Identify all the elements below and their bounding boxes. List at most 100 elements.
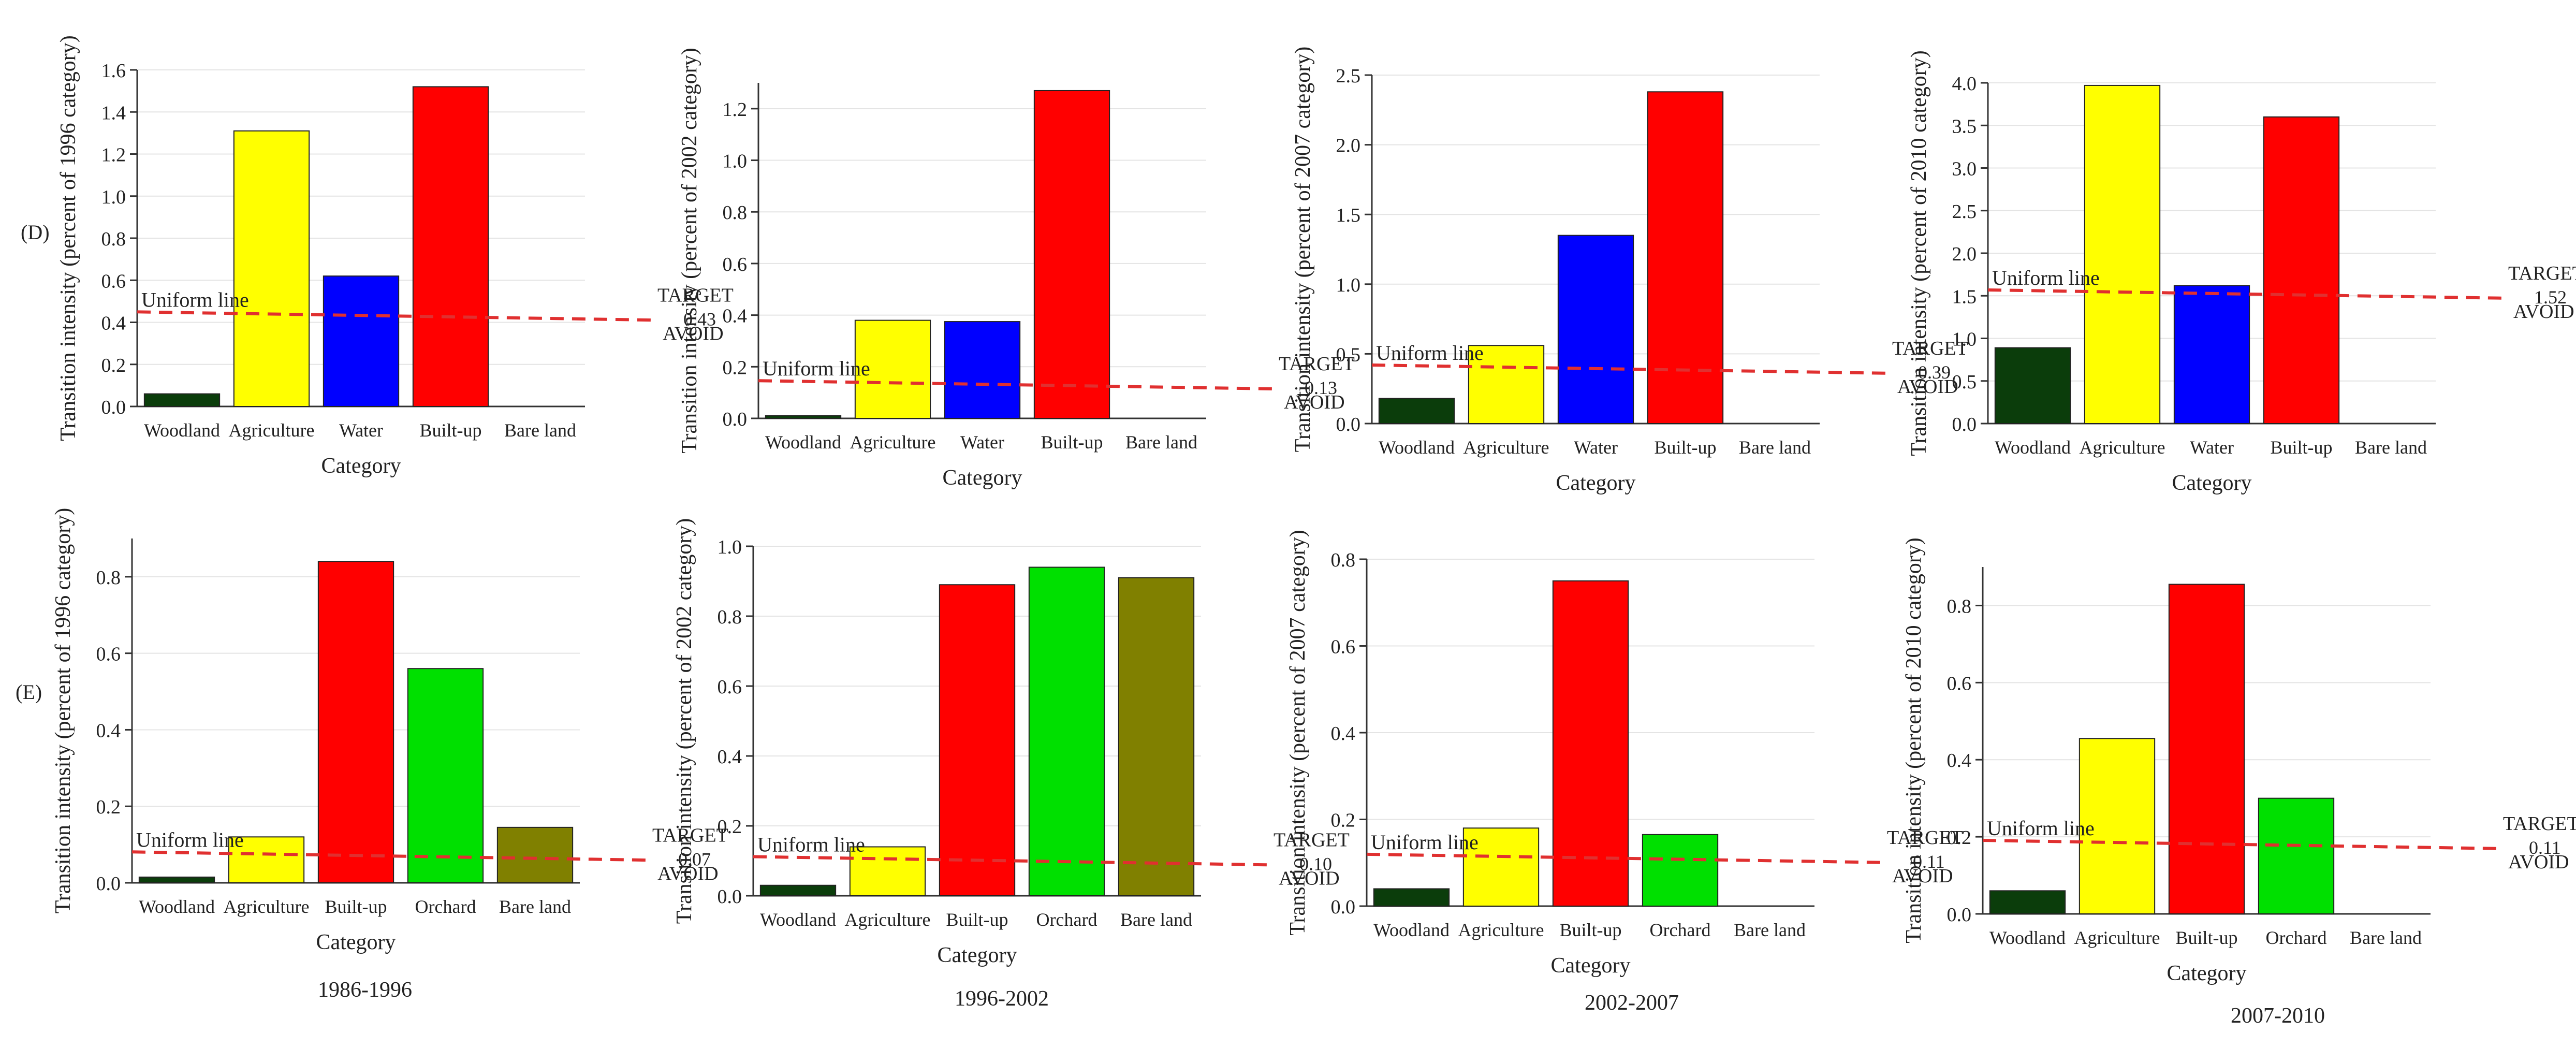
uniform-line-label: Uniform line <box>757 833 865 856</box>
x-axis-title: Category <box>938 943 1017 967</box>
bar-built-up <box>939 584 1016 896</box>
bar-water <box>1557 235 1634 424</box>
x-tick-label: Woodland <box>1373 920 1450 940</box>
y-tick-label: 3.0 <box>1952 158 1977 180</box>
charts-group: 0.0 0.2 0.4 0.6 0.8 1.0 1.2 1.4 1.6 Woodland Agric… <box>51 35 2576 985</box>
target-label: TARGET <box>2503 813 2576 835</box>
x-tick-label: Woodland <box>765 432 841 453</box>
avoid-label: AVOID <box>657 863 719 884</box>
bar-built-up <box>2168 584 2245 914</box>
uniform-value-label: 0.11 <box>1913 851 1945 872</box>
y-tick-label: 0.2 <box>96 796 121 818</box>
x-tick-label: Agriculture <box>845 909 931 930</box>
bar-water <box>944 321 1021 419</box>
period-label-1996-2002: 1996-2002 <box>955 987 1049 1011</box>
bar-woodland <box>1373 888 1450 907</box>
x-tick-label: Built-up <box>419 420 481 441</box>
y-axis-title: Transition intensity (percent of 2002 ca… <box>672 518 696 924</box>
y-tick-label: 0.4 <box>718 746 742 768</box>
x-tick-label: Bare land <box>2355 437 2427 458</box>
x-tick-label: Built-up <box>946 909 1008 930</box>
uniform-value-label: 0.10 <box>1299 854 1332 875</box>
target-label: TARGET <box>1274 829 1350 851</box>
x-tick-label: Agriculture <box>850 432 936 453</box>
x-tick-label: Agriculture <box>229 420 315 441</box>
x-tick-label: Agriculture <box>1458 920 1544 940</box>
uniform-line-label: Uniform line <box>1987 817 2095 840</box>
y-tick-label: 0.2 <box>723 357 748 379</box>
y-tick-label: 0.6 <box>101 270 126 292</box>
uniform-value-label: 0.43 <box>683 309 716 329</box>
y-tick-label: 0.2 <box>718 816 742 838</box>
y-tick-label: 1.5 <box>1952 286 1977 308</box>
chart-panel-2: 0.0 0.2 0.4 0.6 0.8 1.0 1.2 Woodland Agriculture… <box>678 48 1355 490</box>
y-tick-label: 1.0 <box>1952 329 1977 351</box>
y-axis-title: Transition intensity (percent of 1996 ca… <box>56 35 80 441</box>
avoid-label: AVOID <box>1897 376 1958 398</box>
x-tick-label: Bare land <box>2350 927 2422 948</box>
x-tick-label: Orchard <box>1036 909 1097 930</box>
y-tick-label: 0.8 <box>718 606 742 628</box>
y-tick-label: 1.0 <box>723 151 748 172</box>
x-axis-title: Category <box>316 930 396 954</box>
bar-woodland <box>143 393 221 407</box>
x-tick-label: Agriculture <box>2080 437 2165 458</box>
bar-woodland <box>1989 890 2066 915</box>
x-axis-title: Category <box>2172 471 2252 495</box>
avoid-label: AVOID <box>2508 851 2569 873</box>
bar-woodland <box>1994 347 2071 424</box>
y-tick-label: 0.4 <box>96 720 121 741</box>
x-tick-label: Bare land <box>1125 432 1197 453</box>
y-tick-label: 1.4 <box>101 102 126 124</box>
avoid-label: AVOID <box>1284 391 1345 413</box>
bar-woodland <box>759 884 837 896</box>
row-label-d: (D) <box>21 221 50 244</box>
y-tick-label: 0.2 <box>1947 827 1972 849</box>
bar-agriculture <box>854 319 931 419</box>
x-tick-label: Woodland <box>1379 437 1455 458</box>
chart-panel-5: 0.0 0.2 0.4 0.6 0.8 Woodland Agriculture Built-… <box>51 508 728 954</box>
x-tick-label: Orchard <box>2266 927 2327 948</box>
avoid-label: AVOID <box>2513 301 2574 323</box>
chart-panel-1: 0.0 0.2 0.4 0.6 0.8 1.0 1.2 1.4 1.6 Woodland Agric… <box>56 35 734 478</box>
y-tick-label: 0.4 <box>1947 750 1972 772</box>
bar-agriculture <box>1462 827 1540 907</box>
y-tick-label: 0.6 <box>718 676 742 698</box>
y-tick-label: 0.8 <box>723 202 748 224</box>
y-tick-label: 0.5 <box>1336 344 1361 366</box>
y-tick-label: 1.0 <box>718 536 742 558</box>
y-tick-label: 0.0 <box>101 397 126 418</box>
y-tick-label: 0.6 <box>96 644 121 665</box>
y-tick-label: 0.0 <box>723 409 748 430</box>
bar-water <box>2173 285 2250 424</box>
y-tick-label: 0.0 <box>96 873 121 895</box>
target-label: TARGET <box>1887 827 1963 849</box>
y-tick-label: 0.4 <box>101 313 126 334</box>
x-tick-label: Built-up <box>2270 437 2332 458</box>
chart-panel-4: 0.0 0.5 1.0 1.5 2.0 2.5 3.0 3.5 4.0 Woodland Agric… <box>1907 50 2576 495</box>
x-tick-label: Bare land <box>1734 920 1806 940</box>
x-tick-label: Woodland <box>760 909 836 930</box>
x-tick-label: Woodland <box>144 420 220 441</box>
target-label: TARGET <box>1279 353 1355 375</box>
target-label: TARGET <box>652 824 728 846</box>
bar-agriculture <box>2079 738 2156 915</box>
bar-bare-land <box>496 826 574 883</box>
y-axis-title: Transition intensity (percent of 2002 ca… <box>678 48 701 453</box>
bar-built-up <box>1647 91 1724 424</box>
y-tick-label: 1.2 <box>723 99 748 121</box>
y-tick-label: 0.6 <box>723 254 748 275</box>
y-tick-label: 2.0 <box>1336 135 1361 157</box>
x-tick-label: Built-up <box>325 896 387 917</box>
x-axis-title: Category <box>1556 471 1636 495</box>
x-tick-label: Bare land <box>504 420 576 441</box>
uniform-line-label: Uniform line <box>1376 341 1484 365</box>
y-tick-label: 0.0 <box>718 886 742 908</box>
y-tick-label: 4.0 <box>1952 73 1977 95</box>
period-label-2007-2010: 2007-2010 <box>2231 1004 2325 1028</box>
bar-water <box>323 275 400 407</box>
bar-agriculture <box>2084 84 2161 424</box>
bar-orchard <box>1642 834 1719 907</box>
avoid-label: AVOID <box>663 323 724 344</box>
